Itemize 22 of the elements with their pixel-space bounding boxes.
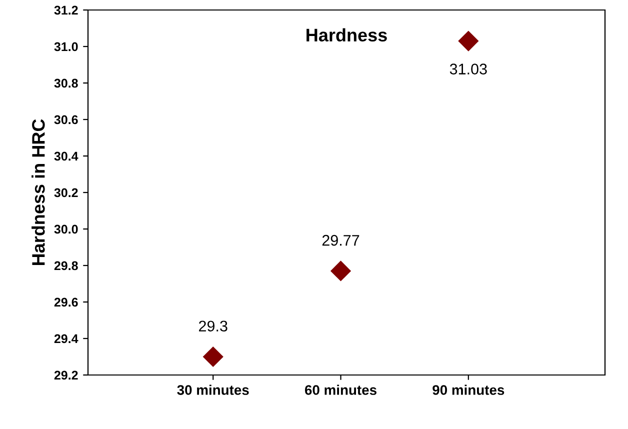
y-tick-label: 30.8	[54, 78, 78, 88]
point	[330, 260, 352, 282]
y-tick-label: 30.0	[54, 224, 78, 234]
y-tick-label: 29.6	[54, 298, 78, 307]
y-tick-label: 30.2	[54, 188, 78, 198]
point	[202, 346, 224, 368]
y-tick-label: 29.2	[54, 370, 78, 380]
y-tick-label: 30.6	[54, 115, 78, 124]
data-label: 29.3	[199, 320, 228, 332]
y-tick-label: 29.8	[54, 261, 78, 270]
y-axis-title: Hardness in HRC	[32, 119, 45, 266]
y-tick-label: 31.2	[54, 6, 78, 15]
y-tick-label: 31.0	[54, 42, 78, 52]
y-tick-label: 29.4	[54, 334, 78, 344]
point	[458, 30, 479, 52]
text: Hardness	[306, 28, 387, 42]
data-label: 29.77	[322, 234, 360, 246]
x-tick-label: 60 minutes	[304, 384, 376, 395]
x-tick-label: 30 minutes	[177, 384, 249, 395]
y-tick-label: 30.4	[54, 152, 78, 161]
data-label: 31.03	[450, 64, 487, 74]
x-tick-label: 90 minutes	[432, 384, 504, 395]
